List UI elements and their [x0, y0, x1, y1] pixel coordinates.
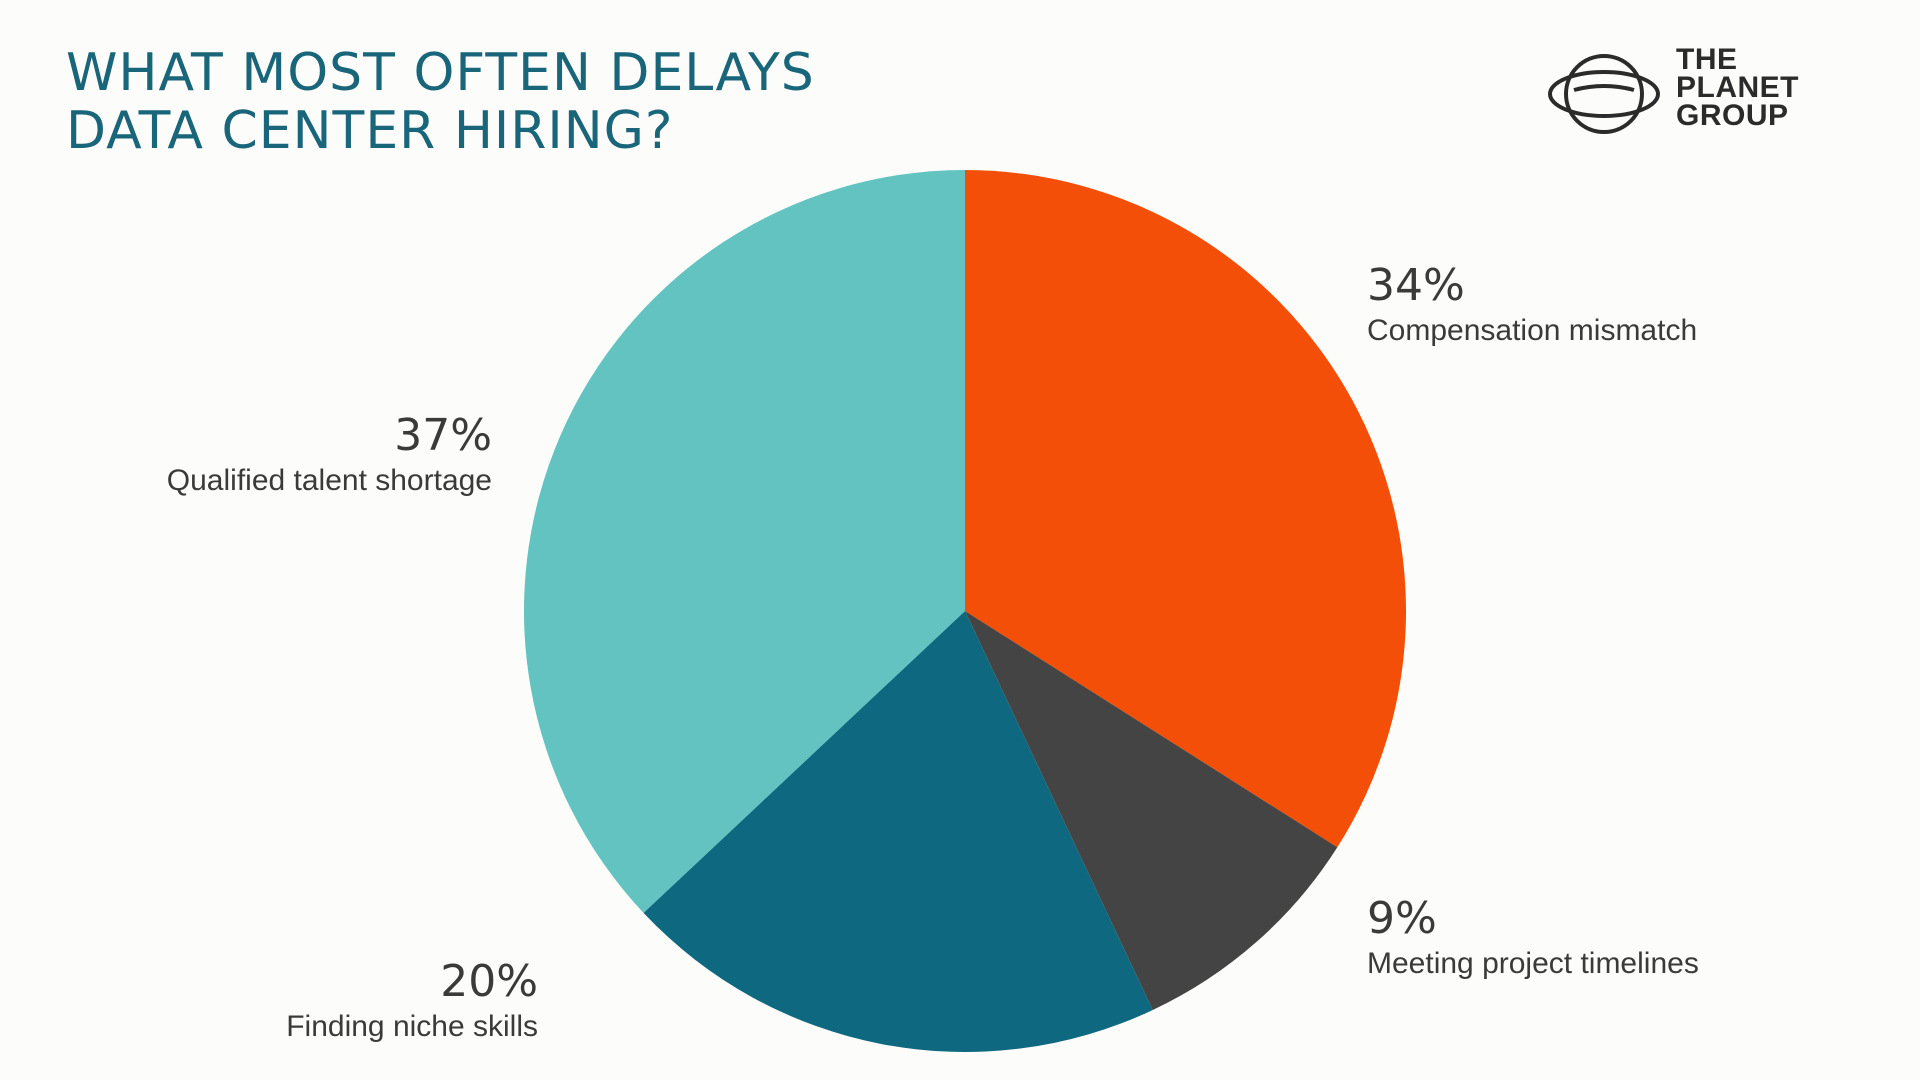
slice-category-label: Compensation mismatch [1367, 314, 1697, 347]
pie-slice-finding-niche-skills [643, 611, 1153, 1052]
planet-group-logo: THE PLANET GROUP [1548, 42, 1848, 142]
slice-value-label: 20% [440, 956, 538, 1007]
chart-title: WHAT MOST OFTEN DELAYS DATA CENTER HIRIN… [66, 44, 815, 160]
logo-text-line-2: PLANET [1676, 71, 1799, 104]
planet-orbit-icon [1548, 54, 1660, 134]
slice-category-label: Qualified talent shortage [167, 464, 492, 497]
slice-value-label: 9% [1367, 893, 1437, 944]
pie-slice-qualified-talent-shortage [524, 170, 965, 913]
slice-category-label: Finding niche skills [286, 1010, 538, 1043]
slice-value-label: 34% [1367, 260, 1465, 311]
pie-slice-meeting-project-timelines [965, 611, 1338, 1011]
pie-labels: 34%Compensation mismatch 9%Meeting projec… [167, 260, 1699, 1043]
chart-title-line-2: DATA CENTER HIRING? [66, 101, 674, 161]
pie-slice-compensation-mismatch [965, 170, 1406, 848]
logo-text-line-3: GROUP [1676, 99, 1789, 132]
slice-value-label: 37% [394, 410, 492, 461]
chart-title-line-1: WHAT MOST OFTEN DELAYS [66, 43, 815, 103]
logo-text-line-1: THE [1676, 43, 1738, 76]
pie-slices [524, 170, 1406, 1052]
slice-category-label: Meeting project timelines [1367, 947, 1699, 980]
logo-text: THE PLANET GROUP [1676, 43, 1799, 132]
